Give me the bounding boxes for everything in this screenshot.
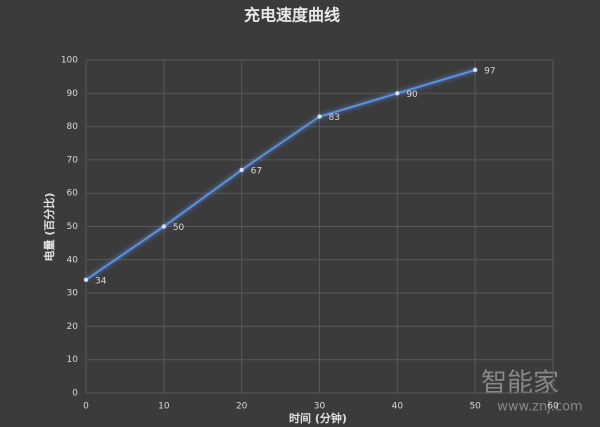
data-point (239, 167, 244, 173)
series-line (85, 69, 476, 281)
data-label: 34 (95, 276, 107, 286)
y-tick-label: 20 (67, 322, 79, 332)
data-label: 97 (484, 66, 495, 76)
x-tick-label: 50 (469, 402, 481, 412)
y-tick-label: 30 (67, 289, 79, 299)
y-tick-label: 100 (61, 56, 78, 66)
x-axis-title: 时间 (分钟) (289, 411, 347, 425)
watermark-brand: 智能家 (481, 369, 559, 399)
x-tick-label: 0 (83, 402, 89, 412)
data-point (83, 277, 89, 282)
chart-title: 充电速度曲线 (244, 6, 340, 25)
data-label: 90 (406, 90, 418, 100)
x-tick-label: 60 (547, 402, 559, 412)
data-point (395, 91, 400, 96)
y-tick-label: 50 (67, 222, 79, 232)
data-point (317, 114, 322, 119)
x-tick-label: 20 (236, 402, 248, 412)
y-axis-title: 电量 (百分比) (42, 193, 56, 262)
x-tick-label: 30 (314, 402, 326, 412)
y-tick-label: 0 (72, 389, 78, 399)
data-label: 50 (173, 223, 185, 233)
watermark-url: www.znj.com (497, 400, 582, 415)
data-label: 83 (329, 113, 340, 123)
y-tick-label: 70 (67, 155, 79, 165)
y-tick-label: 10 (67, 355, 79, 365)
data-label: 67 (251, 166, 262, 176)
y-tick-label: 40 (67, 255, 79, 265)
data-point (472, 67, 478, 73)
x-tick-label: 10 (158, 402, 170, 412)
data-point (161, 224, 167, 229)
y-tick-label: 90 (67, 89, 79, 99)
y-tick-label: 60 (67, 189, 79, 199)
x-tick-label: 40 (392, 402, 404, 412)
y-tick-label: 80 (67, 122, 79, 132)
